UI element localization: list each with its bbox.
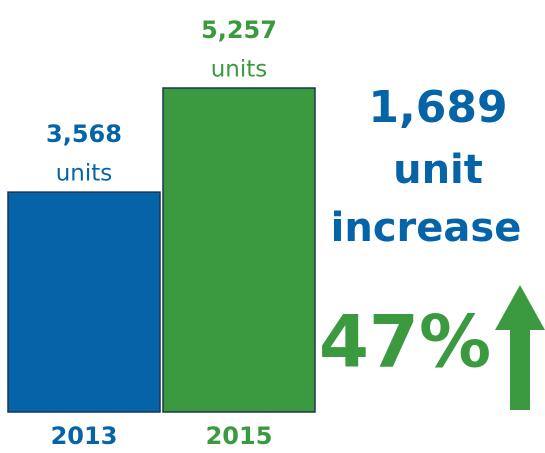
bar [7,191,161,413]
unit-label: units [56,161,113,187]
up-arrow [495,285,545,410]
annotation: 1,689 [368,82,507,133]
unit-label: units [211,57,268,83]
x-tick-label: 2015 [206,422,273,450]
annotation: increase [331,205,522,251]
bar [162,87,316,413]
value-label: 3,568 [46,120,122,148]
x-tick-label: 2013 [51,422,118,450]
annotation: unit [393,147,483,193]
value-label: 5,257 [201,16,277,44]
annotation: 47% [319,300,491,384]
